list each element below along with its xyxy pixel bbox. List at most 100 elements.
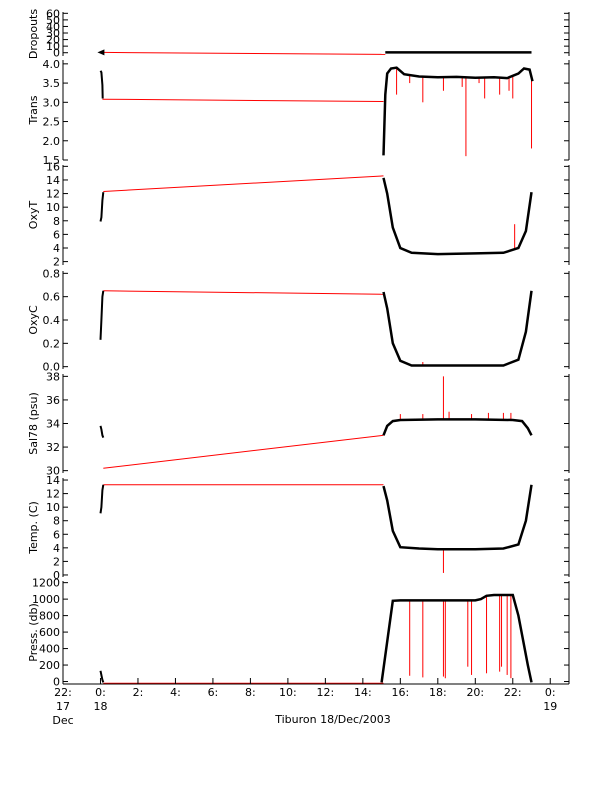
series-black-main (382, 484, 533, 551)
y-tick-label: 2.5 (43, 116, 61, 129)
series-black-start (99, 484, 105, 514)
x-tick-label: 18: (429, 686, 447, 699)
series-black-main (382, 418, 533, 436)
y-axis-label: Dropouts (27, 9, 40, 59)
y-tick-label: 0 (53, 676, 60, 689)
y-tick-label: 200 (39, 659, 60, 672)
x-tick-label: 14: (354, 686, 372, 699)
x-tick-label: 19 (543, 700, 557, 713)
x-tick-label: 4: (170, 686, 181, 699)
y-tick-label: 1000 (32, 593, 60, 606)
panel-7: 0 200 400 600 800 1000 1200 Press. (db) (27, 577, 570, 689)
x-tick-label: 12: (317, 686, 335, 699)
y-tick-label: 2 (53, 256, 60, 269)
y-tick-label: 2 (53, 555, 60, 568)
x-tick-label: 22: (54, 686, 72, 699)
y-tick-label: 50 (46, 14, 60, 27)
series-black-main (382, 290, 533, 367)
y-tick-label: 20 (46, 34, 60, 47)
y-tick-label: 6 (53, 528, 60, 541)
y-tick-label: 8 (53, 515, 60, 528)
y-tick-label: 32 (46, 441, 60, 454)
x-tick-label: 16: (391, 686, 409, 699)
y-tick-label: 4 (53, 242, 60, 255)
y-tick-label: 4.0 (43, 58, 61, 71)
y-tick-label: 12 (46, 188, 60, 201)
y-axis-label: Temp. (C) (27, 501, 40, 555)
y-tick-label: 36 (46, 394, 60, 407)
series-black-start (99, 425, 105, 438)
x-tick-label: 2: (133, 686, 144, 699)
x-tick-label: 17 (56, 700, 70, 713)
y-tick-label: 10 (46, 501, 60, 514)
y-tick-label: 0 (53, 569, 60, 582)
series-red-line (103, 290, 384, 295)
y-tick-label: 60 (46, 7, 60, 20)
y-tick-label: 40 (46, 20, 60, 33)
series-black-start (99, 670, 105, 683)
chart-panels: 0102030405060Dropouts1.52.02.53.03.54.0T… (27, 7, 570, 689)
y-tick-label: 12 (46, 488, 60, 501)
series-red-line (103, 434, 384, 469)
y-tick-label: 6 (53, 228, 60, 241)
y-tick-label: 10 (46, 40, 60, 53)
x-tick-label: 0: (545, 686, 556, 699)
y-tick-label: 0.4 (43, 314, 61, 327)
series-black-main (382, 66, 534, 156)
y-tick-label: 1200 (32, 577, 60, 590)
y-axis-label: OxyC (27, 305, 40, 335)
y-tick-label: 1.5 (43, 154, 61, 167)
y-tick-label: 34 (46, 418, 60, 431)
panel-4: 0.0 0.2 0.4 0.6 0.8 OxyC (27, 267, 570, 374)
y-tick-label: 30 (46, 465, 60, 478)
x-tick-label: 0: (95, 686, 106, 699)
y-tick-label: 2.0 (43, 135, 61, 148)
series-black-start (99, 70, 104, 99)
y-axis-label: Sal78 (psu) (27, 392, 40, 455)
x-axis-title: Tiburon 18/Dec/2003 (274, 713, 391, 726)
y-tick-label: 0.0 (43, 361, 61, 374)
y-tick-label: 0.6 (43, 291, 61, 304)
y-tick-label: 14 (46, 174, 60, 187)
series-black-main (382, 177, 533, 256)
y-tick-label: 800 (39, 610, 60, 623)
y-axis-label: OxyT (27, 201, 40, 230)
x-tick-label: Dec (52, 714, 73, 727)
x-tick-label: 20: (466, 686, 484, 699)
series-black-start (99, 290, 105, 340)
x-tick-label: 22: (504, 686, 522, 699)
y-tick-label: 3.0 (43, 96, 61, 109)
y-tick-label: 10 (46, 201, 60, 214)
y-tick-label: 4 (53, 542, 60, 555)
y-tick-label: 30 (46, 27, 60, 40)
y-tick-label: 0 (53, 47, 60, 60)
x-tick-label: 18 (93, 700, 107, 713)
panel-5: 30 32 34 36 38 Sal78 (psu) (27, 370, 570, 478)
panel-2: 1.5 2.0 2.5 3.0 3.5 4.0 Trans (27, 58, 570, 167)
series-red-line (102, 98, 384, 102)
y-tick-label: 16 (46, 160, 60, 173)
x-tick-label: 8: (245, 686, 256, 699)
x-tick-label: 10: (279, 686, 297, 699)
y-axis-label: Press. (db) (27, 603, 40, 662)
y-tick-label: 38 (46, 370, 60, 383)
series-black-start (99, 192, 105, 222)
y-tick-label: 0.2 (43, 337, 61, 350)
series-red-line (103, 175, 384, 192)
y-axis-label: Trans (27, 95, 40, 125)
y-tick-label: 0.8 (43, 267, 61, 280)
y-tick-label: 400 (39, 643, 60, 656)
x-tick-label: 6: (208, 686, 219, 699)
series-red-line (102, 51, 386, 55)
series-black-main (380, 593, 533, 683)
start-marker (97, 49, 105, 56)
y-tick-label: 600 (39, 626, 60, 639)
y-tick-label: 3.5 (43, 77, 61, 90)
y-tick-label: 8 (53, 215, 60, 228)
y-tick-label: 14 (46, 474, 60, 487)
